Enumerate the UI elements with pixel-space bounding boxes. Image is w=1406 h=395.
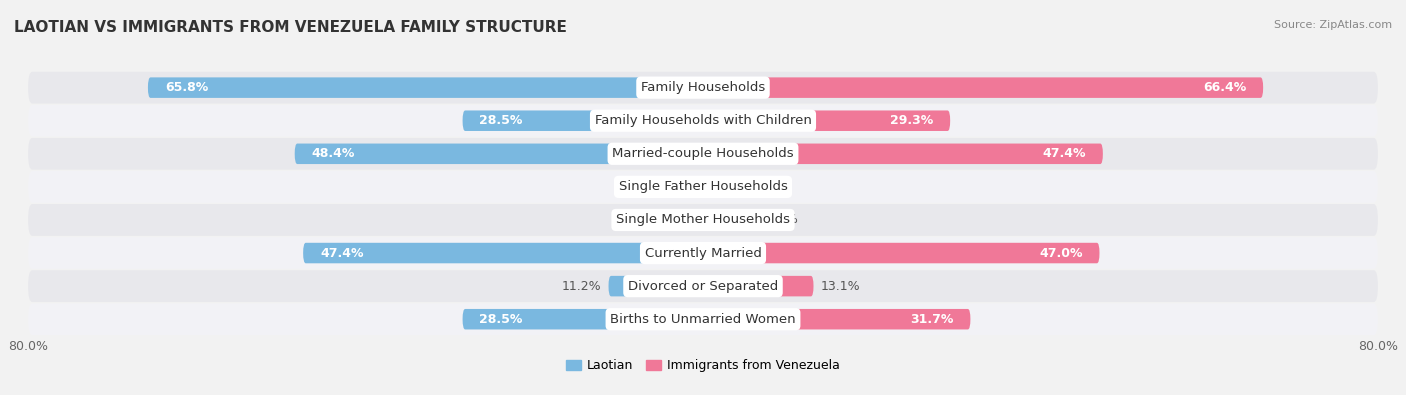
Text: 31.7%: 31.7% — [910, 313, 953, 326]
Text: Single Father Households: Single Father Households — [619, 181, 787, 194]
Text: 65.8%: 65.8% — [165, 81, 208, 94]
FancyBboxPatch shape — [28, 303, 1378, 335]
Text: Married-couple Households: Married-couple Households — [612, 147, 794, 160]
FancyBboxPatch shape — [28, 105, 1378, 137]
Text: 28.5%: 28.5% — [479, 114, 523, 127]
FancyBboxPatch shape — [703, 143, 1102, 164]
Text: 13.1%: 13.1% — [820, 280, 860, 293]
FancyBboxPatch shape — [703, 243, 1099, 263]
FancyBboxPatch shape — [654, 210, 703, 230]
Text: Currently Married: Currently Married — [644, 246, 762, 260]
Text: Source: ZipAtlas.com: Source: ZipAtlas.com — [1274, 20, 1392, 30]
FancyBboxPatch shape — [148, 77, 703, 98]
Text: 11.2%: 11.2% — [562, 280, 602, 293]
Text: 29.3%: 29.3% — [890, 114, 934, 127]
FancyBboxPatch shape — [703, 77, 1263, 98]
FancyBboxPatch shape — [28, 237, 1378, 269]
Legend: Laotian, Immigrants from Venezuela: Laotian, Immigrants from Venezuela — [561, 354, 845, 377]
FancyBboxPatch shape — [28, 72, 1378, 103]
Text: 47.4%: 47.4% — [1042, 147, 1085, 160]
Text: Single Mother Households: Single Mother Households — [616, 213, 790, 226]
Text: LAOTIAN VS IMMIGRANTS FROM VENEZUELA FAMILY STRUCTURE: LAOTIAN VS IMMIGRANTS FROM VENEZUELA FAM… — [14, 20, 567, 35]
Text: Family Households: Family Households — [641, 81, 765, 94]
Text: 6.7%: 6.7% — [766, 213, 799, 226]
Text: 2.2%: 2.2% — [645, 181, 678, 194]
Text: 2.3%: 2.3% — [730, 181, 761, 194]
Text: Family Households with Children: Family Households with Children — [595, 114, 811, 127]
FancyBboxPatch shape — [28, 270, 1378, 302]
FancyBboxPatch shape — [304, 243, 703, 263]
FancyBboxPatch shape — [703, 210, 759, 230]
FancyBboxPatch shape — [28, 204, 1378, 236]
FancyBboxPatch shape — [703, 111, 950, 131]
FancyBboxPatch shape — [685, 177, 703, 197]
Text: 47.4%: 47.4% — [321, 246, 364, 260]
FancyBboxPatch shape — [28, 171, 1378, 203]
Text: 47.0%: 47.0% — [1039, 246, 1083, 260]
FancyBboxPatch shape — [295, 143, 703, 164]
FancyBboxPatch shape — [463, 111, 703, 131]
Text: 5.8%: 5.8% — [616, 213, 647, 226]
FancyBboxPatch shape — [703, 177, 723, 197]
FancyBboxPatch shape — [463, 309, 703, 329]
FancyBboxPatch shape — [609, 276, 703, 296]
Text: 66.4%: 66.4% — [1204, 81, 1246, 94]
Text: 48.4%: 48.4% — [312, 147, 354, 160]
Text: Divorced or Separated: Divorced or Separated — [628, 280, 778, 293]
FancyBboxPatch shape — [28, 138, 1378, 170]
Text: Births to Unmarried Women: Births to Unmarried Women — [610, 313, 796, 326]
FancyBboxPatch shape — [703, 309, 970, 329]
FancyBboxPatch shape — [703, 276, 814, 296]
Text: 28.5%: 28.5% — [479, 313, 523, 326]
